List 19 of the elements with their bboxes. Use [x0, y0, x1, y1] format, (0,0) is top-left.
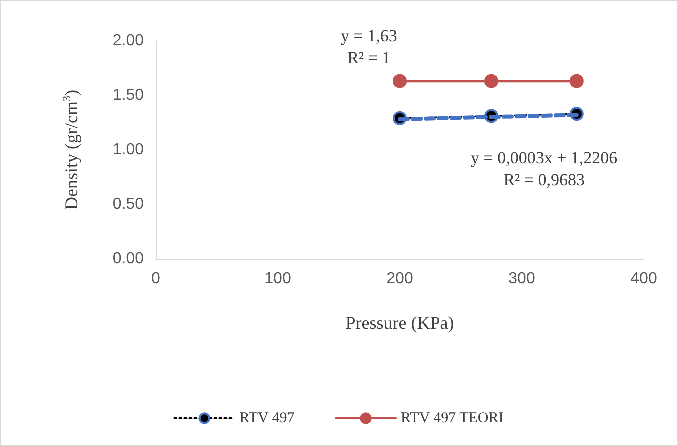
x-tick-label: 100: [264, 270, 292, 288]
x-axis-title: Pressure (KPa): [346, 313, 454, 333]
point: [393, 74, 407, 88]
point: [484, 74, 498, 88]
legend-label: RTV 497: [240, 410, 296, 426]
y-tick-label: 2.00: [112, 32, 144, 50]
y-tick-label: 1.50: [112, 87, 144, 104]
x-tick-label: 400: [630, 270, 658, 288]
legend-label: RTV 497 TEORI: [401, 410, 504, 426]
point: [570, 74, 584, 88]
annotation: y = 1,63 R² = 1: [340, 26, 398, 68]
y-axis-title: Density (gr/cm3): [62, 90, 82, 210]
y-tick-label: 0.00: [112, 250, 144, 268]
y-tick-label: 1.00: [112, 142, 144, 158]
x-tick-label: 300: [508, 270, 536, 288]
y-tick-label: 0.50: [112, 196, 144, 213]
annotation: y = 0,0003x + 1,2206 R² = 0,9683: [470, 148, 618, 190]
x-tick-label: 0: [152, 270, 161, 288]
x-tick-label: 200: [386, 270, 414, 288]
